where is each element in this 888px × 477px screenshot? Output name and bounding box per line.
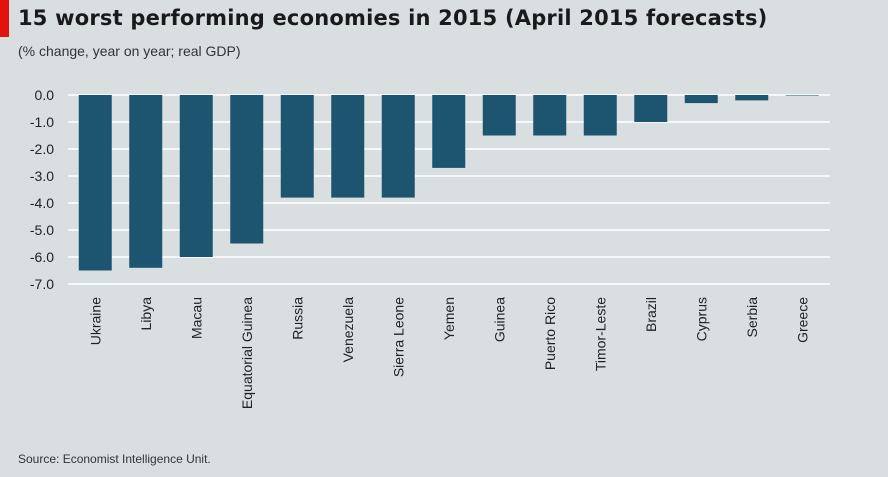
y-tick-label: -6.0 <box>30 249 54 265</box>
bar-yemen <box>432 95 466 168</box>
x-category-label: Ukraine <box>87 297 103 345</box>
bar-serbia <box>735 95 769 101</box>
bar-puerto-rico <box>533 95 567 136</box>
brand-accent-bar <box>0 0 9 37</box>
y-tick-label: -2.0 <box>30 141 54 157</box>
x-category-label: Venezuela <box>340 297 356 363</box>
x-axis-category-labels: Ukraine Libya Macau Equatorial Guinea Russia… <box>87 297 810 409</box>
x-category-label: Guinea <box>491 297 507 342</box>
bar-brazil <box>634 95 668 122</box>
x-category-label: Cyprus <box>693 297 709 341</box>
bar-sierra-leone <box>381 95 415 198</box>
x-category-label: Brazil <box>643 297 659 332</box>
y-tick-label: -7.0 <box>30 276 54 292</box>
x-category-label: Libya <box>138 297 154 331</box>
x-category-label: Greece <box>794 297 810 343</box>
y-axis-tick-labels: 0.0 -1.0 -2.0 -3.0 -4.0 -5.0 -6.0 -7.0 <box>30 87 54 292</box>
bar-guinea <box>482 95 516 136</box>
x-category-label: Yemen <box>441 297 457 340</box>
source-note: Source: Economist Intelligence Unit. <box>18 452 211 466</box>
bar-greece <box>785 95 819 96</box>
bar-ukraine <box>78 95 112 271</box>
x-category-label: Sierra Leone <box>390 297 406 377</box>
x-category-label: Puerto Rico <box>542 297 558 370</box>
y-tick-label: -3.0 <box>30 168 54 184</box>
x-category-label: Timor-Leste <box>592 297 608 371</box>
x-category-label: Equatorial Guinea <box>239 297 255 409</box>
bar-macau <box>179 95 213 257</box>
bars <box>78 95 819 271</box>
y-tick-label: -1.0 <box>30 114 54 130</box>
bar-libya <box>129 95 163 268</box>
y-tick-label: -4.0 <box>30 195 54 211</box>
bar-venezuela <box>331 95 365 198</box>
y-tick-label: -5.0 <box>30 222 54 238</box>
chart-subtitle: (% change, year on year; real GDP) <box>18 43 241 59</box>
bar-equatorial-guinea <box>230 95 264 244</box>
x-category-label: Serbia <box>744 297 760 338</box>
x-category-label: Russia <box>289 297 305 340</box>
bar-cyprus <box>684 95 718 104</box>
bar-russia <box>280 95 314 198</box>
chart-title: 15 worst performing economies in 2015 (A… <box>18 6 768 30</box>
bar-timor-leste <box>583 95 617 136</box>
y-tick-label: 0.0 <box>35 87 55 103</box>
x-category-label: Macau <box>188 297 204 339</box>
